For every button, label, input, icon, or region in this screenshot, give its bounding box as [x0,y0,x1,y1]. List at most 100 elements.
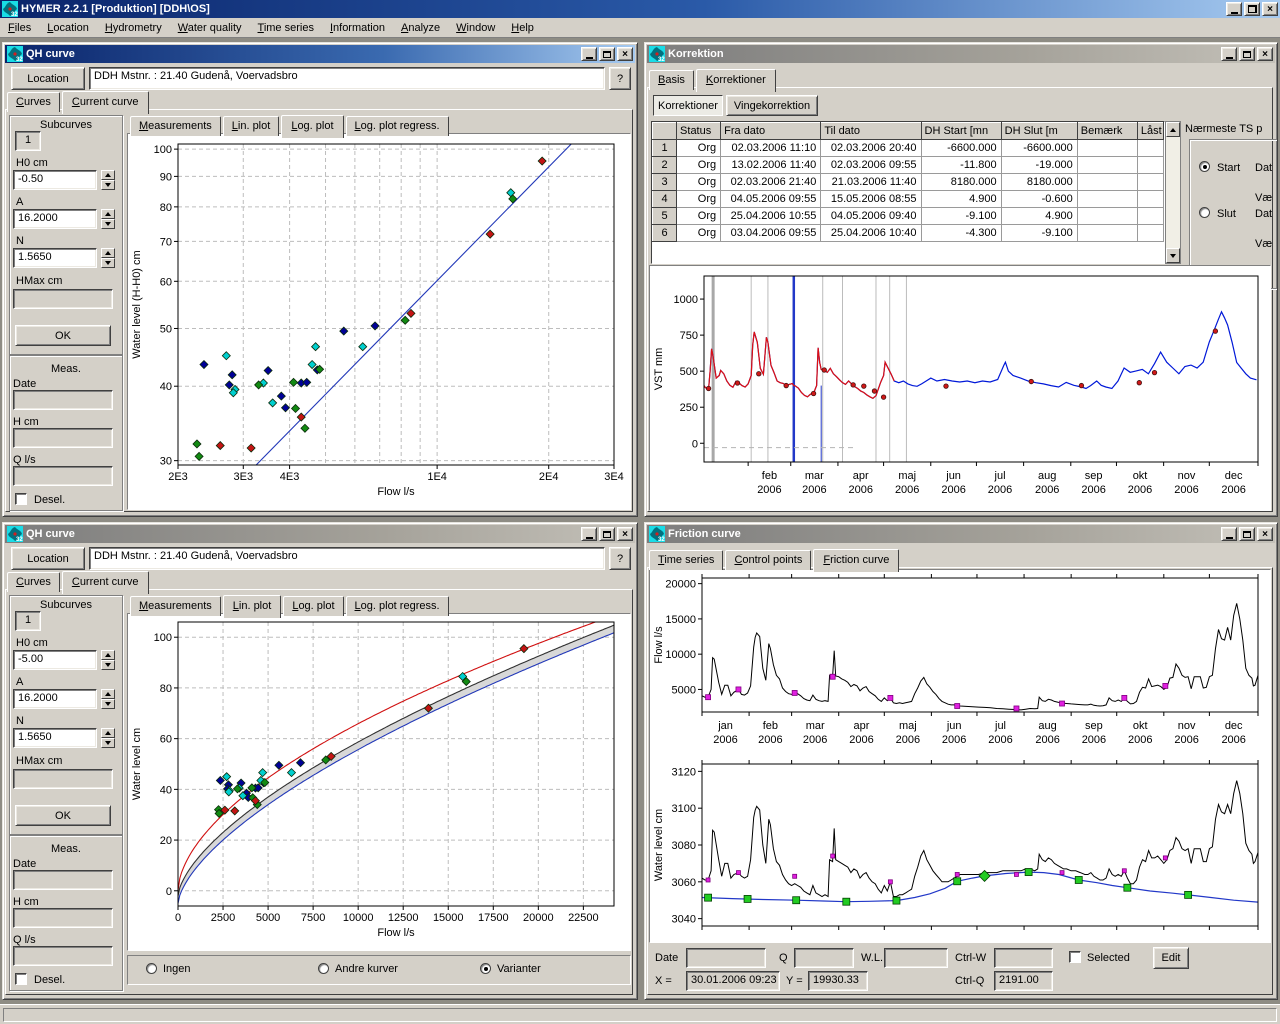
menu-files[interactable]: Files [8,21,32,34]
cell[interactable]: Org [676,173,722,191]
titlebar[interactable]: 32 Friction curve × [647,525,1275,543]
cell[interactable] [1076,207,1138,225]
row-number[interactable]: 1 [652,139,678,157]
menu-help[interactable]: Help [511,21,534,34]
cell[interactable]: -6600.000 [1000,139,1078,157]
row-number[interactable]: 6 [652,224,678,242]
titlebar[interactable]: 32 QH curve × [5,525,635,543]
cell[interactable] [1076,224,1138,242]
close-button[interactable]: × [1257,47,1273,61]
cell[interactable]: Org [676,190,722,208]
tab-log-plot[interactable]: Log. plot [283,596,344,616]
row-number[interactable]: 5 [652,207,678,225]
app-titlebar[interactable]: 32 HYMER 2.2.1 [Produktion] [DDH\OS] × [0,0,1280,18]
column-header-dh-start-mn[interactable]: DH Start [mn [920,122,1002,140]
a-input[interactable]: 16.2000 [13,209,97,229]
cell[interactable] [1136,156,1164,174]
n-input[interactable]: 1.5650 [13,248,97,268]
help-button[interactable]: ? [609,547,631,570]
cell[interactable] [1076,173,1138,191]
tab-current-curve[interactable]: Current curve [61,571,149,594]
minimize-button[interactable] [581,47,597,61]
column-header-til-dato[interactable]: Til dato [820,122,922,140]
tab-current-curve[interactable]: Current curve [61,91,149,114]
cell[interactable]: Org [676,139,722,157]
cell[interactable]: 04.05.2006 09:55 [720,190,822,208]
cell[interactable] [1076,139,1138,157]
selected-checkbox[interactable] [1069,951,1081,963]
slut-radio[interactable] [1199,207,1210,218]
titlebar[interactable]: 32 QH curve × [5,45,635,63]
cell[interactable]: 21.03.2006 11:40 [820,173,922,191]
radio-ingen[interactable] [146,963,157,974]
cell[interactable]: 02.03.2006 21:40 [720,173,822,191]
subcurve-number-field[interactable]: 1 [15,131,41,151]
cell[interactable]: 8180.000 [1000,173,1078,191]
cell[interactable]: -19.000 [1000,156,1078,174]
app-minimize-button[interactable] [1226,2,1242,16]
cell[interactable]: -11.800 [920,156,1002,174]
cell[interactable]: 15.05.2006 08:55 [820,190,922,208]
cell[interactable]: 02.03.2006 11:10 [720,139,822,157]
tab-curves[interactable]: Curves [7,92,60,112]
column-header-status[interactable]: Status [676,122,722,140]
cell[interactable]: 03.04.2006 09:55 [720,224,822,242]
start-radio[interactable] [1199,161,1210,172]
cell[interactable]: 13.02.2006 11:40 [720,156,822,174]
cell[interactable] [1136,224,1164,242]
cell[interactable] [1076,156,1138,174]
friction-charts-panel[interactable]: 5000 10000 15000 20000 Flow l/s jan 2006 feb 200… [649,569,1271,943]
cell[interactable] [1136,173,1164,191]
menu-hydrometry[interactable]: Hydrometry [104,21,162,34]
minimize-button[interactable] [1221,47,1237,61]
tab-measurements[interactable]: Measurements [130,116,221,136]
tab-log-plot[interactable]: Log. plot [281,115,344,138]
minimize-button[interactable] [581,527,597,541]
menu-information[interactable]: Information [329,21,385,34]
column-header-row[interactable] [652,122,678,140]
qh-lin-plot[interactable]: 0 20 40 60 80 100 0 2500 5000 7500 10000 12500 15000… [127,613,631,951]
n-input[interactable]: 1.5650 [13,728,97,748]
corrections-table[interactable]: Status Fra dato Til dato DH Start [mn DH Slu… [651,121,1165,264]
vst-timeseries-chart[interactable]: 0 250 500 750 1000 VST mm feb 2006 mar 2006 apr 200… [649,265,1271,511]
n-spinner[interactable] [101,728,115,748]
a-spinner[interactable] [101,209,115,229]
subcurve-number-field[interactable]: 1 [15,611,41,631]
table-row[interactable]: 1 Org 02.03.2006 11:10 02.03.2006 20:40 -660… [652,139,1164,157]
radio-andre-kurver[interactable] [318,963,329,974]
menu-water-quality[interactable]: Water quality [177,21,242,34]
cell[interactable]: 25.04.2006 10:40 [820,224,922,242]
a-spinner[interactable] [101,689,115,709]
cell[interactable]: 02.03.2006 20:40 [820,139,922,157]
scroll-down-button[interactable] [1166,248,1180,263]
tab-control-points[interactable]: Control points [725,550,812,570]
row-number[interactable]: 3 [652,173,678,191]
table-row[interactable]: 5 Org 25.04.2006 10:55 04.05.2006 09:40 -9.1… [652,207,1164,225]
cell[interactable]: Org [676,156,722,174]
cell[interactable]: Org [676,224,722,242]
minimize-button[interactable] [1221,527,1237,541]
tab-lin-plot[interactable]: Lin. plot [222,595,282,618]
a-input[interactable]: 16.2000 [13,689,97,709]
column-header-låst[interactable]: Låst [1136,122,1164,140]
tab-time-series[interactable]: Time series [649,550,724,570]
table-scrollbar[interactable] [1165,121,1181,264]
ok-button[interactable]: OK [15,325,111,346]
qh-log-plot[interactable]: 30 40 50 60 70 80 90 100 2E3 3E3 4E3 1E4 2E4 3E4 Flow … [127,133,631,510]
tab-friction-curve[interactable]: Friction curve [813,549,900,572]
cell[interactable]: -0.600 [1000,190,1078,208]
row-number[interactable]: 4 [652,190,678,208]
app-restore-button[interactable] [1244,2,1260,16]
tab-basis[interactable]: Basis [649,70,694,90]
table-row[interactable]: 2 Org 13.02.2006 11:40 02.03.2006 09:55 -11.… [652,156,1164,174]
close-button[interactable]: × [617,47,633,61]
cell[interactable] [1136,139,1164,157]
maximize-button[interactable] [599,527,615,541]
table-row[interactable]: 3 Org 02.03.2006 21:40 21.03.2006 11:40 8180… [652,173,1164,191]
tab-korrektioner[interactable]: Korrektioner [695,69,776,92]
close-button[interactable]: × [617,527,633,541]
vingekorrektion-button[interactable]: Vingekorrektion [726,95,818,116]
tab-measurements[interactable]: Measurements [130,596,221,616]
h0-input[interactable]: -0.50 [13,170,97,190]
column-header-dh-slut-m[interactable]: DH Slut [m [1000,122,1078,140]
